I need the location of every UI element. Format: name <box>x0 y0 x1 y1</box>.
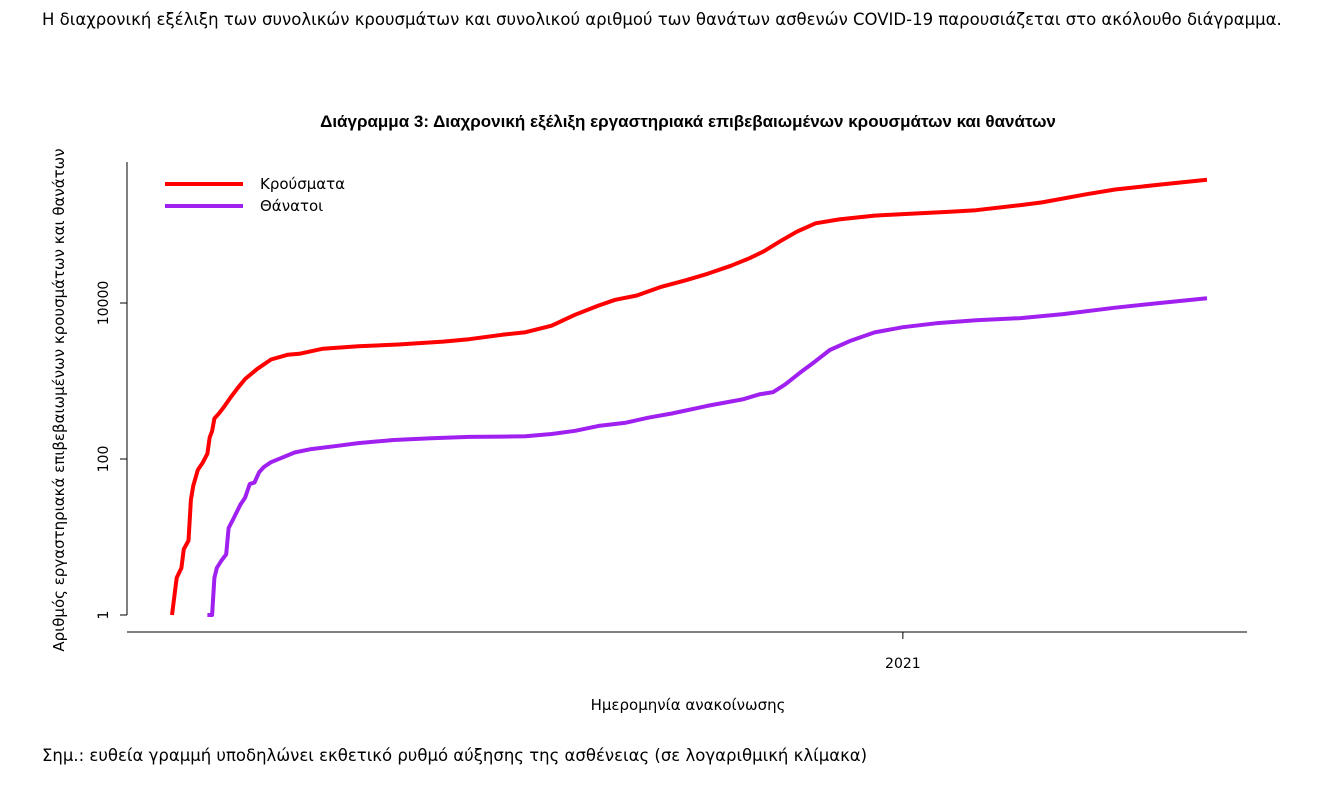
chart-title: Διάγραμμα 3: Διαχρονική εξέλιξη εργαστηρ… <box>320 112 1056 131</box>
legend-label: Θάνατοι <box>260 197 323 215</box>
series-line-deaths <box>207 296 1208 617</box>
chart-legend: Κρούσματα Θάνατοι <box>165 175 345 215</box>
intro-paragraph: Η διαχρονική εξέλιξη των συνολικών κρουσ… <box>42 10 1282 29</box>
y-axis-label: Αριθμός εργαστηριακά επιβεβαιωμένων κρου… <box>50 148 68 651</box>
footnote: Σημ.: ευθεία γραμμή υποδηλώνει εκθετικό … <box>42 746 868 765</box>
y-tick-label: 100 <box>96 446 112 473</box>
x-axis-label: Ημερομηνία ανακοίνωσης <box>591 696 786 714</box>
series-line-cases <box>170 177 1208 616</box>
y-tick-label: 10000 <box>96 281 112 326</box>
chart-axes: 1 100 10000 2021 <box>96 162 1247 672</box>
y-tick-label: 1 <box>96 611 112 620</box>
x-tick-label: 2021 <box>885 656 921 672</box>
chart-series <box>170 177 1208 617</box>
legend-label: Κρούσματα <box>260 175 345 193</box>
